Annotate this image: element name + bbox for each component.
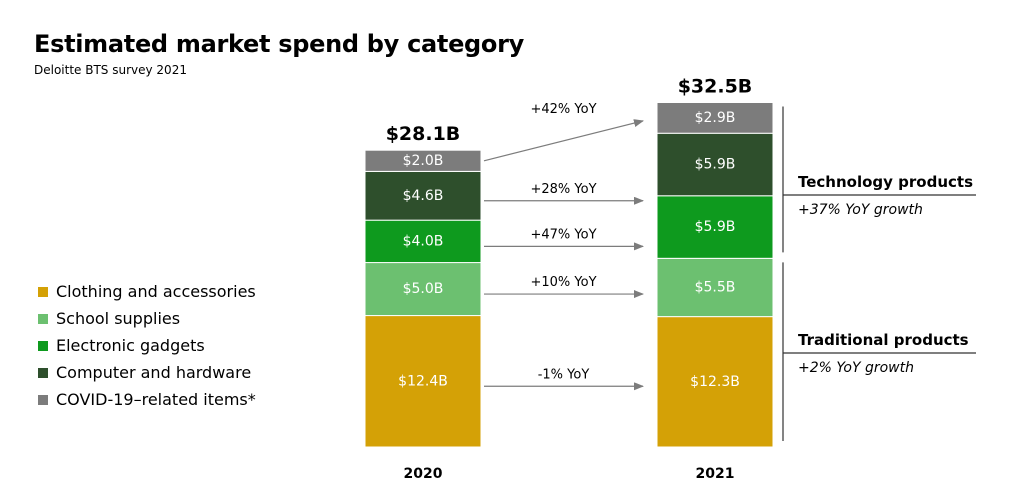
yoy-label: -1% YoY <box>538 367 590 382</box>
legend-label: Electronic gadgets <box>56 336 205 355</box>
segment-label: $4.0B <box>403 233 444 249</box>
bar-segment <box>656 132 774 197</box>
segment-label: $5.0B <box>403 281 444 297</box>
yoy-arrow <box>483 119 644 162</box>
legend-item: Electronic gadgets <box>38 332 256 359</box>
legend: Clothing and accessories School supplies E… <box>38 278 256 413</box>
legend-item: Computer and hardware <box>38 359 256 386</box>
legend-label: School supplies <box>56 309 181 328</box>
legend-item: Clothing and accessories <box>38 278 256 305</box>
segment-label: $12.3B <box>690 374 740 390</box>
bar-segment <box>656 257 774 318</box>
legend-swatch <box>38 313 48 324</box>
bar-segment <box>656 195 774 259</box>
legend-swatch <box>38 394 48 405</box>
segment-label: $5.9B <box>695 157 736 173</box>
segment-label: $2.0B <box>403 153 444 169</box>
bar-total: $28.1B <box>386 123 461 145</box>
legend-swatch <box>38 340 48 351</box>
yoy-label: +10% YoY <box>530 275 596 290</box>
chart-title: Estimated market spend by category <box>34 30 524 58</box>
bar-segment <box>364 149 482 172</box>
bars-layer: $12.4B $5.0B $4.0B $4.6B $2.0B $28.1B 2020 $12.… <box>364 76 774 482</box>
group-subtitle: +37% YoY growth <box>798 202 923 218</box>
legend-swatch <box>38 367 48 378</box>
group-subtitle: +2% YoY growth <box>798 360 914 376</box>
year-label: 2021 <box>696 466 735 482</box>
group-title: Traditional products <box>798 331 969 349</box>
bar-segment <box>656 102 774 134</box>
year-label: 2020 <box>404 466 443 482</box>
legend-label: Clothing and accessories <box>56 282 256 301</box>
yoy-label: +47% YoY <box>530 227 596 242</box>
segment-label: $5.9B <box>695 219 736 235</box>
arrows-layer: -1% YoY +10% YoY +47% YoY +28% YoY +42% YoY <box>483 102 644 391</box>
legend-item: School supplies <box>38 305 256 332</box>
legend-swatch <box>38 286 48 297</box>
groups-layer: Technology products +37% YoY growth Tradit… <box>782 106 976 441</box>
bar-segment <box>364 315 482 448</box>
segment-label: $12.4B <box>398 373 448 389</box>
yoy-label: +42% YoY <box>530 102 596 117</box>
group-title: Technology products <box>798 173 973 191</box>
segment-label: $2.9B <box>695 110 736 126</box>
segment-label: $4.6B <box>403 188 444 204</box>
legend-item: COVID-19–related items* <box>38 386 256 413</box>
legend-label: COVID-19–related items* <box>56 390 256 409</box>
bar-total: $32.5B <box>678 76 753 98</box>
segment-label: $5.5B <box>695 279 736 295</box>
legend-label: Computer and hardware <box>56 363 252 382</box>
yoy-label: +28% YoY <box>530 182 596 197</box>
chart-subtitle: Deloitte BTS survey 2021 <box>34 63 187 77</box>
